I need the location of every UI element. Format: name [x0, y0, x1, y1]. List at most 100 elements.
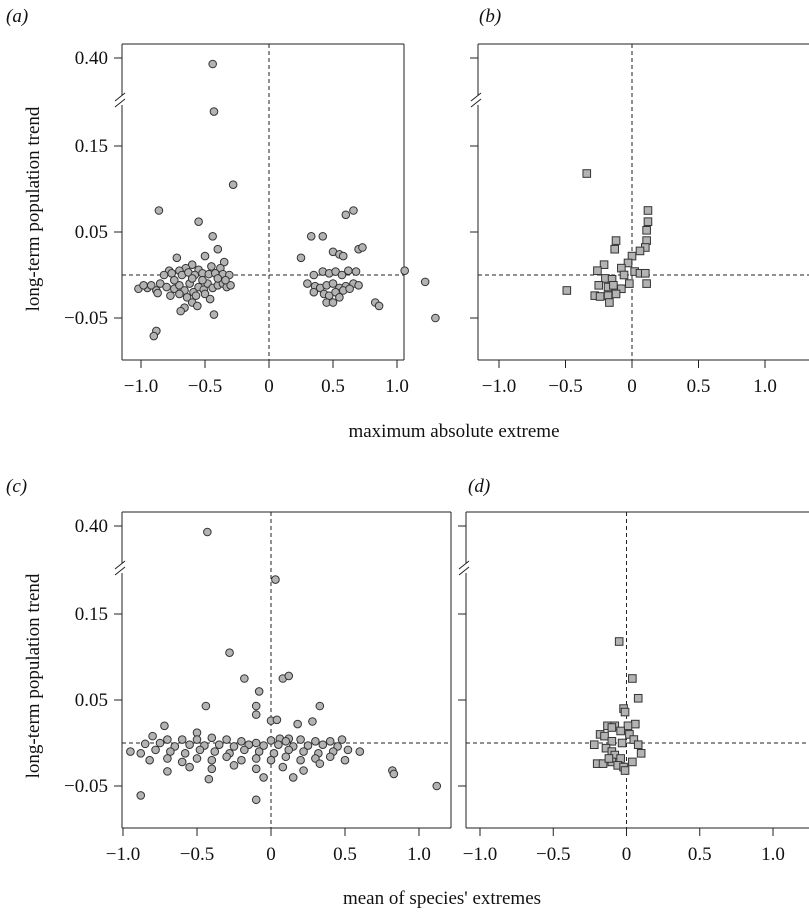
data-point — [431, 313, 440, 323]
x-tick-label: −1.0 — [124, 376, 158, 397]
data-point — [272, 715, 282, 725]
data-point — [221, 275, 230, 285]
data-point — [204, 774, 214, 784]
data-point — [623, 258, 633, 268]
data-point — [318, 232, 328, 241]
data-point — [140, 739, 150, 749]
y-tick-label: 0.40 — [75, 516, 108, 537]
data-point — [149, 331, 159, 341]
x-tick-label: −1.0 — [482, 376, 516, 397]
data-point — [609, 281, 618, 290]
data-point — [311, 736, 320, 746]
data-point — [598, 759, 608, 768]
data-point — [636, 749, 646, 758]
data-point — [240, 674, 249, 683]
axis-break-mark — [470, 98, 482, 108]
y-tick-label: 0.15 — [75, 136, 108, 157]
data-point — [182, 293, 192, 302]
data-point — [222, 735, 231, 744]
data-point — [600, 731, 609, 741]
data-point — [251, 738, 261, 748]
data-point — [328, 298, 338, 307]
data-point — [169, 275, 179, 285]
data-point — [623, 721, 633, 731]
axis-break-gap — [472, 95, 484, 105]
data-point — [625, 279, 634, 288]
data-point — [229, 742, 239, 751]
x-tick-label: −0.5 — [548, 376, 582, 397]
data-point — [432, 781, 442, 791]
data-point — [338, 251, 348, 261]
data-point — [281, 752, 291, 762]
data-point — [354, 281, 363, 290]
data-point — [259, 773, 268, 782]
data-point — [201, 701, 211, 711]
data-point — [633, 740, 643, 750]
data-point — [303, 741, 313, 750]
data-point — [251, 764, 261, 774]
data-point — [151, 745, 160, 755]
axis-break-mark — [114, 566, 126, 576]
data-point — [620, 766, 630, 775]
data-point — [203, 527, 212, 537]
data-point — [595, 292, 605, 301]
data-point — [308, 717, 317, 726]
data-point — [315, 759, 325, 768]
data-point — [154, 206, 164, 215]
data-point — [309, 270, 319, 280]
data-point — [163, 767, 172, 776]
data-point — [617, 284, 626, 294]
data-point — [374, 301, 384, 311]
data-point — [617, 738, 627, 748]
axis-break-mark — [114, 98, 126, 108]
x-tick-label: 1.0 — [385, 376, 409, 397]
data-point — [309, 287, 319, 297]
x-tick-label: 0 — [266, 844, 276, 865]
data-point — [589, 740, 599, 750]
data-point — [620, 707, 630, 717]
data-point — [299, 747, 308, 756]
panel-c: (c) 0.40 0.15 0.05 −0.05 −1.0 −0.5 0 0.5 1.0 — [6, 476, 452, 865]
x-axis-title-bottom: mean of species' extremes — [343, 888, 541, 909]
data-point — [266, 736, 276, 745]
data-point — [420, 277, 430, 287]
panel-label: (d) — [468, 476, 490, 497]
data-point — [281, 736, 291, 746]
y-tick-label: 0.05 — [75, 222, 108, 243]
y-tick-label: 0.40 — [75, 48, 108, 69]
data-point — [337, 270, 347, 280]
data-point — [340, 755, 350, 765]
data-point — [160, 721, 169, 731]
data-point — [162, 282, 171, 292]
panel-label: (c) — [6, 476, 27, 497]
y-tick-label: −0.05 — [64, 776, 108, 797]
y-tick-label: −0.05 — [64, 308, 108, 329]
data-point — [266, 755, 276, 765]
y-axis-title-bottom: long-term population trend — [23, 573, 44, 778]
data-point — [229, 761, 239, 770]
data-point — [208, 232, 217, 241]
x-tick-label: −0.5 — [536, 844, 570, 865]
data-point — [628, 757, 637, 767]
data-point — [191, 291, 201, 300]
data-point — [251, 710, 261, 719]
data-point — [198, 275, 207, 285]
panel-a: (a) 0.40 0.15 0.05 −0.05 −1.0 −0.5 0 0.5 1.0 — [6, 6, 440, 397]
data-point — [225, 648, 234, 658]
x-tick-label: −0.5 — [188, 376, 222, 397]
x-tick-label: 1.0 — [753, 376, 777, 397]
data-point — [207, 755, 217, 765]
data-point — [271, 575, 280, 584]
axis-break-gap — [116, 95, 128, 105]
data-point — [214, 740, 224, 750]
data-point — [139, 281, 148, 290]
data-point — [355, 747, 365, 756]
data-point — [345, 284, 354, 294]
data-point — [251, 701, 261, 711]
x-tick-label: 1.0 — [761, 844, 785, 865]
data-point — [605, 298, 614, 307]
data-point — [318, 740, 328, 750]
axis-break-mark — [458, 566, 470, 576]
data-point — [630, 719, 640, 729]
axis-break-gap — [460, 563, 472, 573]
